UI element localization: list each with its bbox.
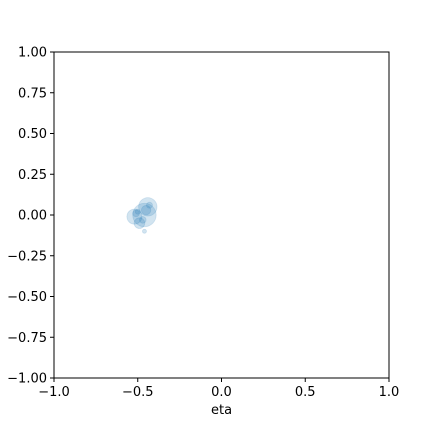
scatter-point: [134, 208, 141, 215]
x-axis: −1.0 −0.5 0.0 0.5 1.0: [38, 378, 399, 400]
scatter-point: [133, 217, 146, 229]
x-tick-label: 0.5: [295, 385, 316, 400]
y-tick-label: −0.25: [7, 249, 47, 264]
scatter-point: [132, 202, 157, 228]
y-tick-label: −1.00: [7, 372, 47, 387]
scatter-point: [142, 228, 147, 234]
plot-area: [54, 52, 389, 378]
x-tick-label: 1.0: [379, 385, 400, 400]
y-tick-label: 0.50: [18, 127, 47, 142]
y-tick-label: −0.75: [7, 331, 47, 346]
scatter-point: [146, 201, 153, 209]
y-tick-label: 0.00: [18, 209, 47, 224]
y-tick-label: 0.75: [18, 86, 47, 101]
scatter-points: [126, 197, 158, 234]
scatter-point: [126, 208, 143, 225]
scatter-point: [141, 205, 152, 216]
x-tick-label: 0.0: [211, 385, 232, 400]
y-tick-label: 0.25: [18, 168, 47, 183]
y-axis: 1.00 0.75 0.50 0.25 0.00 −0.25 −0.50 −0.75 −1.00: [7, 46, 54, 387]
scatter-point: [139, 216, 147, 224]
y-tick-label: 1.00: [18, 46, 47, 61]
x-axis-label: eta: [211, 403, 232, 418]
scatter-point: [132, 209, 140, 218]
x-tick-label: −1.0: [38, 385, 70, 400]
scatter-point: [138, 197, 158, 217]
y-tick-label: −0.50: [7, 290, 47, 305]
x-tick-label: −0.5: [122, 385, 154, 400]
